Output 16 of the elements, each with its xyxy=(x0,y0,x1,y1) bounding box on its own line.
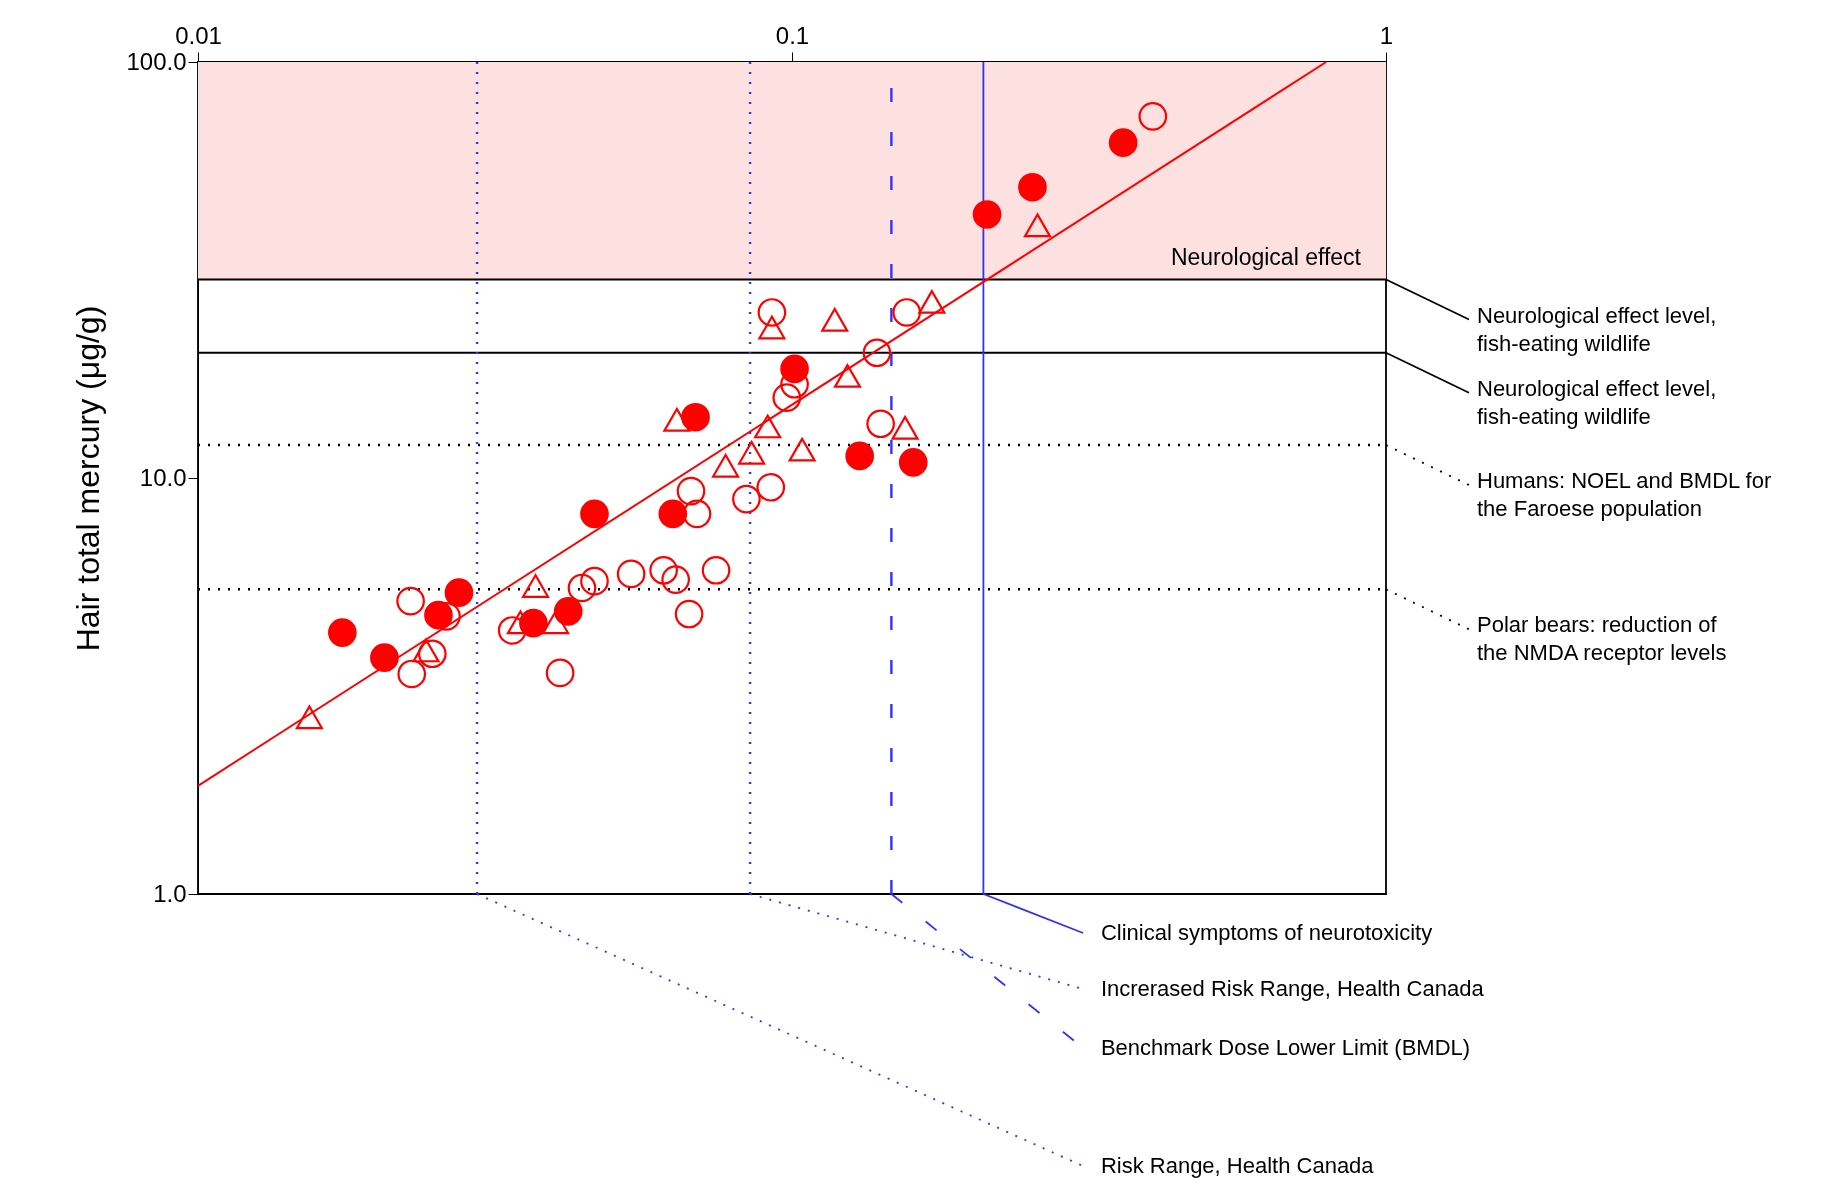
y-axis-title: Hair total mercury (μg/g) xyxy=(70,305,107,652)
x-tick-label: 0.01 xyxy=(175,21,222,49)
ref-line-label: Clinical symptoms of neurotoxicity xyxy=(1100,920,1433,945)
ref-line-label: Neurological effect level, fish-eating wildlife xyxy=(1477,302,1717,356)
ref-line-label: Benchmark Dose Lower Limit (BMDL) xyxy=(1100,1035,1471,1060)
y-tick-label: 10.0 xyxy=(139,463,187,491)
band-label: Neurological effect xyxy=(1170,243,1362,270)
ref-line-label: Neurological effect level, fish-eating wildlife xyxy=(1477,375,1717,429)
y-tick-label: 1.0 xyxy=(153,879,187,907)
y-tick-label: 100.0 xyxy=(126,47,187,75)
ref-line-label: Humans: NOEL and BMDL for the Faroese population xyxy=(1477,468,1772,522)
ref-line-label: Increrased Risk Range, Health Canada xyxy=(1100,976,1485,1001)
x-tick-label: 1 xyxy=(1379,21,1394,49)
ref-line-label: Polar bears: reduction of the NMDA receptor levels xyxy=(1477,612,1727,666)
x-tick-label: 0.1 xyxy=(775,21,810,49)
ref-line-label: Risk Range, Health Canada xyxy=(1100,1153,1375,1178)
